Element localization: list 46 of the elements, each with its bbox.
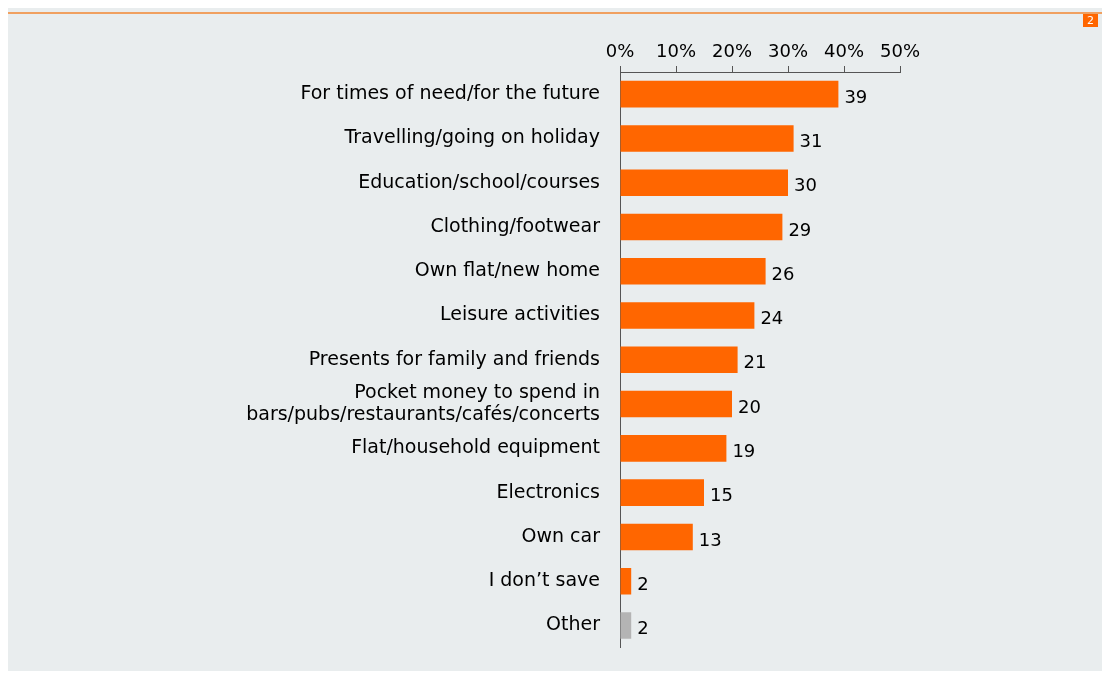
x-tick-label: 50% (879, 39, 921, 61)
data-label: 13 (698, 528, 722, 550)
x-tick-label: 40% (823, 39, 865, 61)
bar (620, 479, 704, 506)
x-tick-label: 30% (767, 39, 809, 61)
y-tick-label: Own flat/new home (414, 258, 600, 281)
y-tick-label: Own car (521, 523, 601, 546)
data-label: 29 (788, 218, 812, 240)
data-label: 19 (732, 440, 756, 462)
data-label: 15 (710, 484, 733, 506)
data-label: 2 (637, 572, 649, 594)
bar (620, 612, 632, 639)
data-label: 2 (637, 617, 649, 639)
y-tick-label: Flat/household equipment (351, 435, 600, 458)
bar (620, 80, 839, 108)
bar (620, 213, 783, 241)
data-label: 26 (771, 262, 795, 284)
data-label: 31 (799, 130, 823, 152)
bar (620, 435, 727, 462)
y-tick-label: Other (546, 612, 601, 635)
y-tick-label: I don’t save (488, 568, 600, 591)
bar (620, 390, 732, 418)
data-label: 20 (738, 395, 761, 417)
y-tick-label: Travelling/going on holiday (343, 125, 600, 148)
data-label: 21 (743, 351, 767, 373)
data-label: 24 (760, 307, 784, 329)
bar (620, 257, 766, 285)
bar (620, 169, 788, 196)
y-tick-label: Electronics (496, 479, 600, 502)
text: 2 (1083, 14, 1098, 27)
y-tick-label: Education/school/courses (358, 169, 600, 192)
y-tick-label: Leisure activities (440, 302, 600, 325)
x-tick-label: 20% (711, 39, 753, 61)
bar (620, 567, 632, 595)
y-tick-label: For times of need/for the future (300, 81, 600, 104)
bar (620, 346, 738, 374)
bar (620, 523, 693, 551)
y-tick-label: Presents for family and friends (308, 346, 600, 369)
x-tick-label: 0% (605, 39, 635, 61)
data-label: 39 (844, 85, 868, 107)
data-label: 30 (794, 174, 817, 196)
bar (620, 302, 755, 329)
y-tick-label: Pocket money to spend in bars/pubs/restaurants/cafés/concerts (246, 379, 600, 425)
y-tick-label: Clothing/footwear (430, 213, 601, 236)
x-tick-label: 10% (655, 39, 697, 61)
bar (620, 125, 794, 152)
